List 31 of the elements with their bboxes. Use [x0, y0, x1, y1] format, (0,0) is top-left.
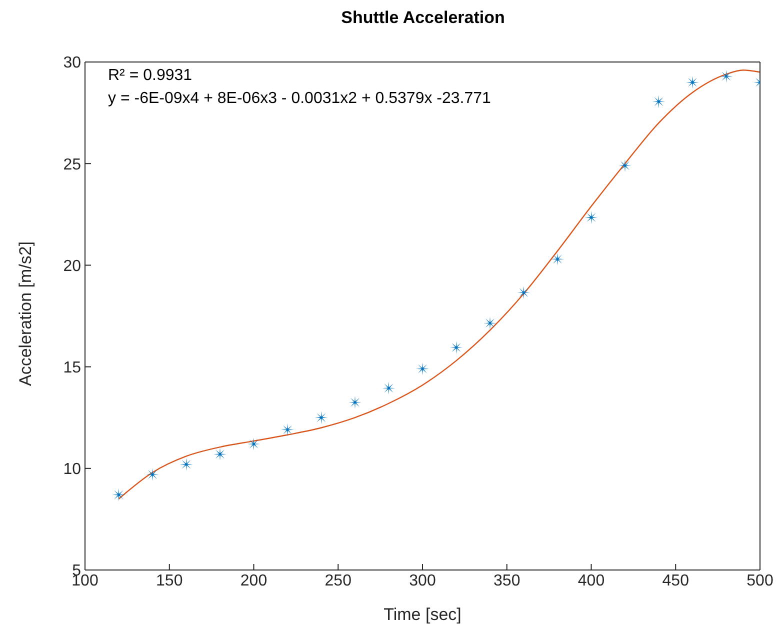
x-tick-label: 350	[494, 572, 520, 590]
point	[112, 488, 126, 502]
point	[584, 210, 598, 224]
point	[652, 95, 666, 108]
chart-title: Shuttle Acceleration	[340, 8, 506, 28]
x-tick-label: 250	[324, 572, 352, 590]
point	[517, 286, 530, 300]
x-tick-label: 450	[662, 572, 690, 590]
y-tick-label: 30	[63, 54, 82, 72]
annotation: y = -6E-09x4 + 8E-06x3 - 0.0031x2 + 0.5379x -23.771	[108, 89, 491, 109]
point	[348, 396, 362, 409]
x-tick-label: 200	[240, 572, 268, 590]
point	[720, 70, 733, 83]
y-tick-label: 25	[63, 156, 82, 174]
y-axis-title: Acceleration [m/s2]	[16, 241, 36, 386]
point	[551, 252, 564, 266]
x-tick-label: 500	[746, 572, 774, 590]
y-tick-label: 20	[63, 258, 82, 275]
point	[314, 411, 328, 424]
y-tick-label: 15	[63, 359, 82, 376]
annotation: R² = 0.9931	[108, 66, 194, 86]
point	[146, 468, 159, 481]
x-axis-title: Time [sec]	[384, 605, 462, 624]
y-tick-label: 10	[63, 461, 82, 478]
point	[382, 382, 396, 395]
x-tick-label: 300	[409, 572, 436, 590]
x-tick-label: 400	[578, 572, 605, 590]
point	[618, 159, 632, 172]
point	[180, 458, 193, 471]
point	[484, 316, 496, 330]
x-tick-label: 150	[156, 572, 183, 590]
